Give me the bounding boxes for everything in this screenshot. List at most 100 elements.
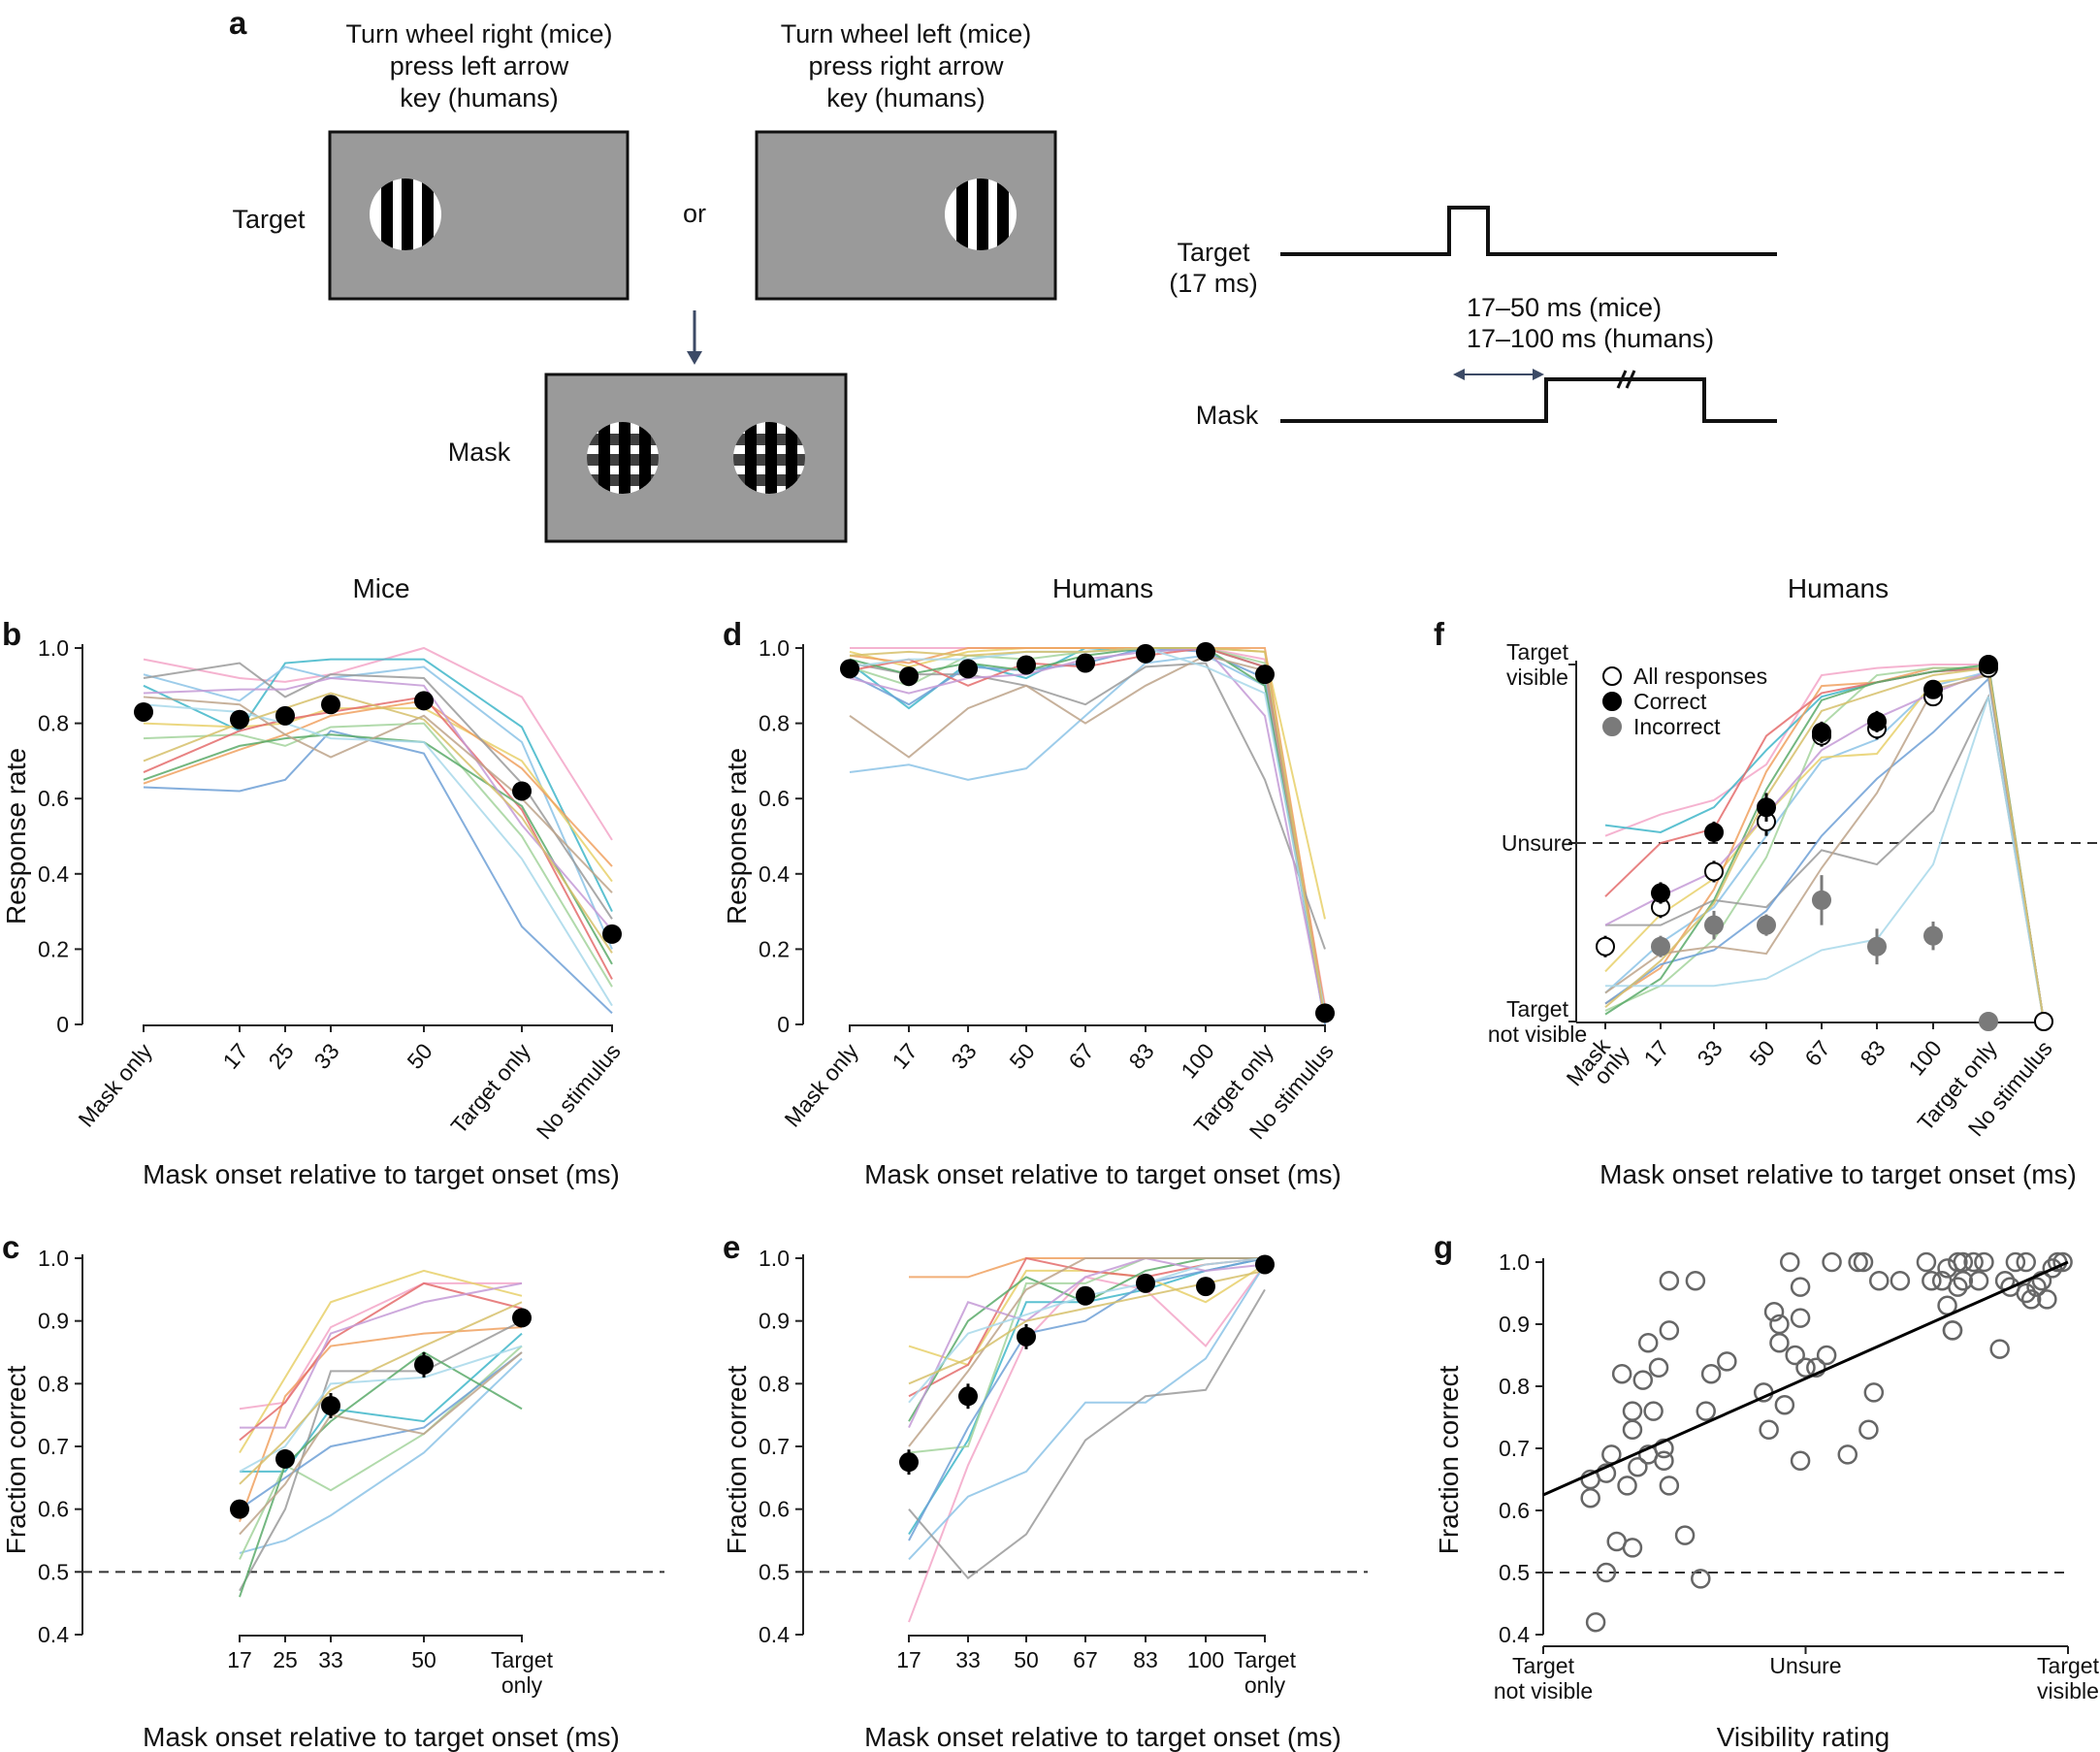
x-tick-label: Target [1234,1647,1297,1672]
mean-marker [840,659,859,679]
panel-e-ylabel: Fraction correct [722,1366,752,1555]
subject-line [1604,666,2045,1022]
x-tick-label: 17 [217,1039,252,1074]
svg-text:c: c [2,1229,19,1265]
subject-line [1604,663,2045,1022]
y-tick-label: 0.4 [38,861,69,887]
subject-line [849,654,1326,1018]
or-label: or [683,199,706,228]
panel-f-xlabel: Mask onset relative to target onset (ms) [1599,1159,2077,1189]
mean-marker [958,1386,978,1407]
mean-marker [958,659,978,679]
subject-line [908,1288,1266,1580]
scatter-point [2016,1251,2036,1273]
mean-marker [230,709,249,730]
scatter-point [1942,1320,1963,1341]
grating-right [945,178,1017,250]
mask-label: Mask [448,438,511,467]
mean-marker [414,691,434,711]
panel-d: d Humans Mask onset relative to target o… [722,573,1341,1189]
chart-e: 0.4 0.5 0.6 0.7 0.8 0.9 1.0 17 33 50 67 83 100 Target… [759,1246,1368,1698]
scatter-point [1890,1270,1911,1291]
scatter-point [1795,1357,1816,1379]
scatter-point [1763,1301,1785,1322]
subject-line [239,1350,523,1598]
subject-line [849,662,1326,950]
scatter-point [2005,1251,2026,1273]
mean-marker [1017,655,1036,675]
x-tick-label: Unsure [1769,1653,1841,1678]
y-tick-label: 0.7 [1499,1436,1530,1461]
y-tick-line: Unsure [1502,830,1573,856]
timing-target-label-2: (17 ms) [1169,269,1258,298]
grating-left [370,178,441,250]
panel-c-ylabel: Fraction correct [1,1366,31,1555]
x-tick-label: 17 [896,1647,921,1672]
subject-line [239,1301,523,1485]
soa-label-mice: 17–50 ms (mice) [1467,293,1662,322]
scatter-point [1654,1450,1674,1472]
x-tick-label: 50 [1014,1647,1039,1672]
x-tick-label: not visible [1494,1678,1593,1703]
all-responses-marker [2034,1012,2053,1031]
incorrect-marker [1812,890,1831,910]
scatter-point [2042,1258,2063,1279]
mean-marker [1196,1277,1215,1297]
y-tick-label: 0.9 [38,1309,69,1334]
scatter-point [1759,1419,1779,1441]
panel-b-title: Mice [352,573,409,603]
subject-line [908,1256,1266,1429]
scatter-point [1643,1401,1664,1421]
scatter-point [1654,1438,1674,1459]
y-tick-label: 0 [56,1012,69,1037]
mean-marker [275,1448,295,1469]
y-tick-line: Target [1506,996,1569,1022]
scatter-point [1628,1456,1648,1477]
panel-b-xlabel: Mask onset relative to target onset (ms) [143,1159,620,1189]
y-tick-label: 0.6 [759,786,790,811]
scatter-point [1806,1357,1826,1379]
y-tick-label: 1.0 [38,1246,69,1271]
svg-text:f: f [1434,616,1445,652]
subject-line [143,692,613,954]
panel-f: f Humans Mask onset relative to target o… [1434,573,2100,1189]
scatter-point [1868,1270,1890,1291]
x-tick-label: 33 [318,1647,343,1672]
target-timecourse [1280,206,1777,256]
x-tick-label: Target [2037,1653,2100,1678]
panel-g-ylabel: Fraction correct [1434,1366,1464,1555]
subject-line [908,1257,1265,1447]
mean-marker [899,666,919,687]
legend-marker [1602,692,1622,711]
scatter-point [1659,1476,1680,1496]
x-tick-label: 50 [1004,1039,1039,1074]
y-tick-label: Target not visible [1488,996,1587,1047]
subject-line [239,1269,523,1453]
scatter-point [1848,1251,1868,1273]
mean-marker [1255,1254,1275,1275]
panel-d-title: Humans [1052,573,1153,603]
arrow-head-icon [687,351,702,365]
svg-text:d: d [723,616,742,652]
mask-plaid-right [733,422,805,494]
subject-line [239,1357,523,1554]
scatter-point [1963,1251,1984,1273]
scatter-point [1659,1270,1680,1291]
y-tick-label: 0.5 [1499,1560,1530,1585]
timing-target-label-1: Target [1177,238,1250,267]
scatter-point [1585,1611,1606,1633]
subject-line [849,647,1326,1022]
y-tick-label: 0.6 [38,1497,69,1522]
axis-break-icon-2 [1625,370,1636,389]
subject-line [849,654,1326,1018]
y-tick-label: 0.5 [759,1559,790,1584]
x-tick-label: Target only [446,1038,536,1138]
scatter-point [1659,1320,1680,1341]
mean-marker [602,924,622,944]
y-tick-label: 0.6 [759,1497,790,1522]
scatter-point [1685,1270,1706,1291]
x-tick-label: 33 [955,1647,981,1672]
subject-line [849,647,1326,1010]
subject-line [1605,693,2045,1022]
